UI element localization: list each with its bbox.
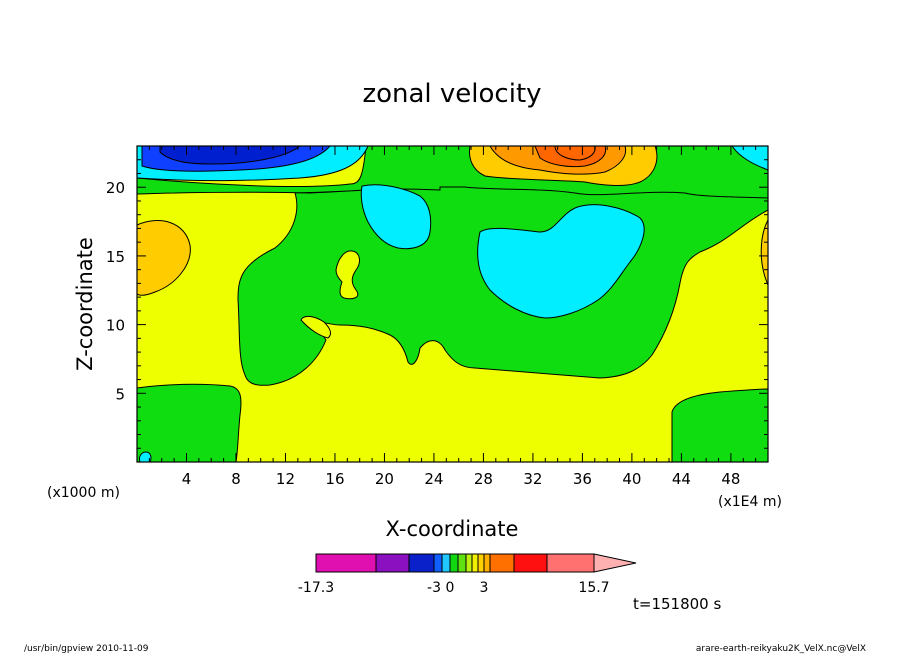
colorbar-segment <box>315 553 377 573</box>
x-tick-label: 48 <box>721 470 740 488</box>
colorbar-extend-arrow <box>593 553 637 573</box>
colorbar-segment <box>449 553 459 573</box>
contour-fill-darkorange-top-right <box>534 146 607 168</box>
chart-title: zonal velocity <box>362 79 541 109</box>
colorbar-segment <box>477 553 485 573</box>
plot-frame <box>136 145 769 463</box>
colorbar-segment <box>546 553 595 573</box>
contour-fill-yellow-island-a <box>335 250 360 300</box>
x-tick-label: 4 <box>182 470 192 488</box>
contour-fill-cyan-upper-right <box>731 146 768 171</box>
x-tick-label: 32 <box>523 470 542 488</box>
contour-line-top-right-inner <box>554 146 596 161</box>
contour-field <box>137 146 768 462</box>
colorbar-label: -17.3 <box>298 580 334 596</box>
colorbar-label: 15.7 <box>578 580 609 596</box>
contour-fill-orange-left <box>137 220 191 296</box>
x-tick-label: 40 <box>622 470 641 488</box>
contour-fill-green-main <box>137 146 768 386</box>
colorbar-label: -3 <box>427 580 441 596</box>
colorbar-segment <box>513 553 548 573</box>
colorbar-segment <box>471 553 479 573</box>
colorbar-segment <box>433 553 443 573</box>
colorbar-label: 0 <box>446 580 455 596</box>
x-tick-label: 16 <box>325 470 344 488</box>
colorbar-segment <box>457 553 467 573</box>
time-annotation: t=151800 s <box>633 595 721 613</box>
contour-fill-yellow-island-b <box>300 315 332 339</box>
x-axis-unit: (x1E4 m) <box>718 494 782 510</box>
footer-left: /usr/bin/gpview 2010-11-09 <box>24 644 149 654</box>
x-tick-label: 28 <box>474 470 493 488</box>
x-axis-label: X-coordinate <box>386 517 519 541</box>
colorbar-segment <box>489 553 515 573</box>
y-tick-label: 20 <box>106 179 125 197</box>
x-tick-label: 44 <box>672 470 691 488</box>
contour-fill-cyan-right <box>477 204 645 319</box>
contour-fill-green-lower-left <box>137 383 242 462</box>
colorbar-segment <box>483 553 491 573</box>
x-tick-label: 8 <box>231 470 241 488</box>
footer-right: arare-earth-reikyaku2K_VelX.nc@VelX <box>696 644 866 654</box>
y-tick-label: 15 <box>106 248 125 266</box>
colorbar-labels: -17.3 -3 0 3 15.7 <box>298 580 610 596</box>
x-tick-label: 36 <box>573 470 592 488</box>
y-tick-label: 5 <box>115 385 125 403</box>
y-tick-label: 10 <box>106 317 125 335</box>
x-tick-label: 12 <box>276 470 295 488</box>
colorbar <box>315 553 637 573</box>
y-axis-unit: (x1000 m) <box>47 485 120 501</box>
contour-fill-darkblue-upper-left <box>159 146 301 165</box>
x-axis-ticks: 4 8 12 16 20 24 28 32 36 40 44 48 <box>148 146 757 488</box>
y-axis-ticks: 5 10 15 20 <box>106 159 768 449</box>
colorbar-segment <box>408 553 435 573</box>
colorbar-label: 3 <box>480 580 489 596</box>
y-axis-label: Z-coordinate <box>73 237 97 371</box>
colorbar-segment <box>441 553 451 573</box>
colorbar-segment <box>375 553 410 573</box>
x-tick-label: 24 <box>424 470 443 488</box>
contour-fill-green-lower-right <box>671 388 768 462</box>
contour-fill-cyan-center <box>360 184 432 250</box>
contour-fill-cyan-small <box>139 451 152 462</box>
x-tick-label: 20 <box>375 470 394 488</box>
colorbar-segment <box>465 553 473 573</box>
